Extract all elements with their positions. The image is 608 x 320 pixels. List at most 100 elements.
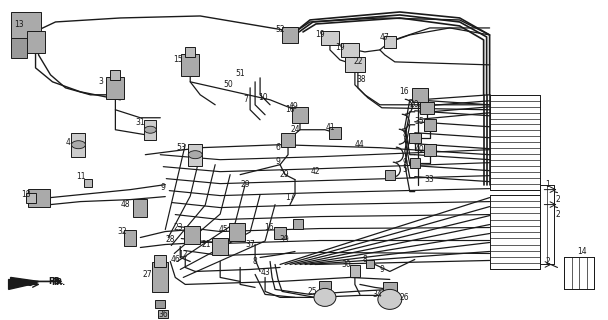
Bar (184, 226, 200, 244)
Text: 26: 26 (400, 293, 410, 302)
Bar (185, 47, 195, 57)
Bar (188, 144, 202, 166)
Bar (293, 219, 303, 228)
Text: 47: 47 (380, 33, 390, 43)
Text: 24: 24 (290, 125, 300, 134)
Text: 25: 25 (307, 287, 317, 296)
Text: 5: 5 (402, 165, 407, 174)
Bar (72, 133, 86, 157)
Text: 52: 52 (275, 25, 285, 35)
Text: 36: 36 (159, 310, 168, 319)
Bar (539, 185, 554, 264)
Text: 16: 16 (264, 223, 274, 232)
Text: 35: 35 (415, 117, 424, 126)
Text: 40: 40 (415, 145, 424, 154)
Bar (111, 70, 120, 80)
Text: 16: 16 (285, 105, 295, 114)
Text: 12: 12 (179, 250, 188, 259)
Text: FR.: FR. (52, 278, 66, 287)
Text: 42: 42 (310, 167, 320, 176)
Bar (341, 43, 359, 57)
Text: FR.: FR. (48, 277, 63, 286)
Text: 4: 4 (66, 138, 71, 147)
Bar (410, 158, 420, 168)
Text: 46: 46 (170, 255, 180, 264)
Polygon shape (10, 277, 38, 285)
Text: 19: 19 (335, 44, 345, 52)
Bar (384, 36, 396, 48)
Text: 6: 6 (275, 143, 280, 152)
Text: 28: 28 (165, 235, 175, 244)
Ellipse shape (72, 141, 86, 149)
Text: 29: 29 (279, 170, 289, 179)
Bar (424, 144, 436, 156)
Ellipse shape (378, 289, 402, 309)
Bar (281, 133, 295, 147)
Text: 23: 23 (173, 223, 183, 232)
Text: 14: 14 (578, 247, 587, 256)
Bar (383, 283, 397, 292)
Bar (412, 88, 428, 102)
Text: 48: 48 (120, 200, 130, 209)
Text: 31: 31 (136, 118, 145, 127)
Text: 19: 19 (315, 30, 325, 39)
Text: 44: 44 (355, 140, 365, 149)
Bar (106, 77, 125, 99)
Text: 41: 41 (325, 123, 335, 132)
Bar (274, 227, 286, 238)
Bar (27, 188, 49, 207)
Text: 2: 2 (555, 195, 560, 204)
Text: 43: 43 (260, 268, 270, 277)
Text: 16: 16 (399, 87, 409, 96)
Ellipse shape (314, 288, 336, 306)
Text: 17: 17 (285, 193, 295, 202)
Text: 18: 18 (21, 190, 30, 199)
Bar (155, 300, 165, 308)
Bar (27, 31, 44, 53)
Ellipse shape (188, 151, 202, 159)
Text: 22: 22 (353, 57, 362, 66)
Bar (564, 258, 595, 289)
Bar (489, 195, 539, 269)
Bar (345, 57, 365, 72)
Text: 2: 2 (555, 210, 560, 219)
Bar (125, 229, 136, 245)
Text: 13: 13 (14, 20, 23, 29)
Text: 50: 50 (223, 80, 233, 89)
Bar (292, 107, 308, 123)
Bar (366, 260, 374, 268)
Bar (181, 54, 199, 76)
Bar (409, 133, 421, 143)
Bar (154, 255, 166, 268)
Bar (564, 258, 595, 289)
Text: 3: 3 (98, 77, 103, 86)
Polygon shape (9, 279, 30, 289)
Bar (350, 266, 360, 277)
Bar (85, 179, 92, 187)
Bar (282, 27, 298, 43)
Text: 29: 29 (240, 180, 250, 189)
Text: 45: 45 (218, 225, 228, 234)
Text: 27: 27 (142, 270, 152, 279)
Text: 8: 8 (402, 130, 407, 139)
Text: 9: 9 (161, 183, 166, 192)
Text: 15: 15 (173, 55, 183, 64)
Text: 9: 9 (379, 265, 384, 274)
Bar (133, 199, 147, 217)
Text: 2: 2 (545, 257, 550, 266)
Bar (385, 170, 395, 180)
Bar (489, 95, 539, 190)
Text: 39: 39 (279, 235, 289, 244)
Bar (212, 237, 228, 255)
Text: 38: 38 (356, 75, 365, 84)
Text: 20: 20 (410, 100, 420, 109)
Text: 8: 8 (362, 255, 367, 264)
Text: 1: 1 (545, 180, 550, 189)
Bar (10, 12, 41, 47)
Ellipse shape (144, 126, 156, 133)
Text: 37: 37 (245, 240, 255, 249)
Text: 10: 10 (258, 93, 268, 102)
Bar (420, 102, 434, 114)
Text: 11: 11 (76, 172, 85, 181)
Bar (153, 262, 168, 292)
